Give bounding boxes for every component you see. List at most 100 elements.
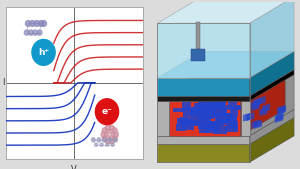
Text: h⁺: h⁺ <box>38 48 49 57</box>
Polygon shape <box>208 107 214 119</box>
Circle shape <box>100 143 103 146</box>
Polygon shape <box>216 100 224 109</box>
Circle shape <box>37 30 42 35</box>
Polygon shape <box>228 97 237 105</box>
Polygon shape <box>217 120 226 125</box>
Text: V: V <box>71 165 77 169</box>
Circle shape <box>95 99 119 125</box>
Polygon shape <box>182 102 191 110</box>
Polygon shape <box>219 113 232 117</box>
Polygon shape <box>277 106 285 115</box>
Circle shape <box>102 128 107 133</box>
Polygon shape <box>214 108 226 117</box>
Polygon shape <box>254 120 262 129</box>
Polygon shape <box>158 96 250 101</box>
Text: I: I <box>2 78 4 87</box>
Circle shape <box>32 40 55 65</box>
Polygon shape <box>182 122 194 130</box>
Circle shape <box>94 143 98 146</box>
Circle shape <box>105 132 108 137</box>
Polygon shape <box>158 109 294 136</box>
Circle shape <box>97 138 101 142</box>
Polygon shape <box>169 101 241 136</box>
Polygon shape <box>158 23 250 78</box>
Polygon shape <box>198 100 214 108</box>
Polygon shape <box>211 105 217 113</box>
Circle shape <box>102 125 118 144</box>
Polygon shape <box>217 113 233 122</box>
Polygon shape <box>211 125 220 131</box>
Polygon shape <box>230 108 238 117</box>
Polygon shape <box>250 118 294 162</box>
Polygon shape <box>251 102 259 111</box>
Circle shape <box>112 128 117 133</box>
Polygon shape <box>198 104 208 111</box>
Circle shape <box>110 125 114 130</box>
Polygon shape <box>204 106 211 116</box>
Polygon shape <box>209 104 225 108</box>
Circle shape <box>112 136 117 141</box>
Polygon shape <box>158 51 294 78</box>
Polygon shape <box>251 119 260 129</box>
Circle shape <box>41 21 46 26</box>
Polygon shape <box>158 118 294 144</box>
Polygon shape <box>173 108 184 112</box>
Circle shape <box>38 21 43 26</box>
Polygon shape <box>206 121 218 133</box>
Circle shape <box>103 138 106 142</box>
Circle shape <box>106 143 109 146</box>
Polygon shape <box>158 136 250 144</box>
Circle shape <box>111 132 115 137</box>
Polygon shape <box>258 96 266 105</box>
Polygon shape <box>198 121 209 129</box>
Circle shape <box>24 30 29 35</box>
Polygon shape <box>250 75 294 136</box>
Circle shape <box>110 136 113 140</box>
Polygon shape <box>196 22 200 50</box>
Polygon shape <box>158 0 294 23</box>
Circle shape <box>34 21 39 26</box>
Polygon shape <box>275 114 283 123</box>
Polygon shape <box>250 0 294 78</box>
Polygon shape <box>182 120 197 125</box>
Circle shape <box>101 132 106 137</box>
Polygon shape <box>191 107 206 115</box>
Polygon shape <box>200 108 214 112</box>
Circle shape <box>26 21 31 26</box>
Polygon shape <box>202 114 211 123</box>
Polygon shape <box>260 107 267 116</box>
Polygon shape <box>215 118 223 126</box>
Circle shape <box>110 139 114 144</box>
Circle shape <box>108 138 112 142</box>
Circle shape <box>114 132 118 137</box>
Polygon shape <box>207 121 215 131</box>
Polygon shape <box>176 124 186 131</box>
Polygon shape <box>213 101 226 108</box>
Polygon shape <box>189 121 202 126</box>
Polygon shape <box>177 118 192 126</box>
Circle shape <box>106 139 110 144</box>
Polygon shape <box>198 114 209 120</box>
Circle shape <box>114 138 117 142</box>
Polygon shape <box>201 102 207 110</box>
Polygon shape <box>209 113 219 118</box>
Polygon shape <box>230 106 239 109</box>
Polygon shape <box>199 107 211 112</box>
Polygon shape <box>204 110 211 115</box>
Circle shape <box>110 129 113 133</box>
Polygon shape <box>225 117 235 123</box>
Polygon shape <box>213 126 227 134</box>
Polygon shape <box>190 109 196 116</box>
Polygon shape <box>158 70 294 96</box>
Polygon shape <box>191 107 203 114</box>
Polygon shape <box>197 107 212 114</box>
Polygon shape <box>183 107 190 117</box>
Text: e⁻: e⁻ <box>102 107 112 116</box>
Circle shape <box>106 125 110 130</box>
Polygon shape <box>250 109 294 144</box>
Polygon shape <box>241 75 285 136</box>
Circle shape <box>28 30 33 35</box>
Circle shape <box>30 21 35 26</box>
Polygon shape <box>246 112 254 121</box>
Polygon shape <box>211 101 225 109</box>
